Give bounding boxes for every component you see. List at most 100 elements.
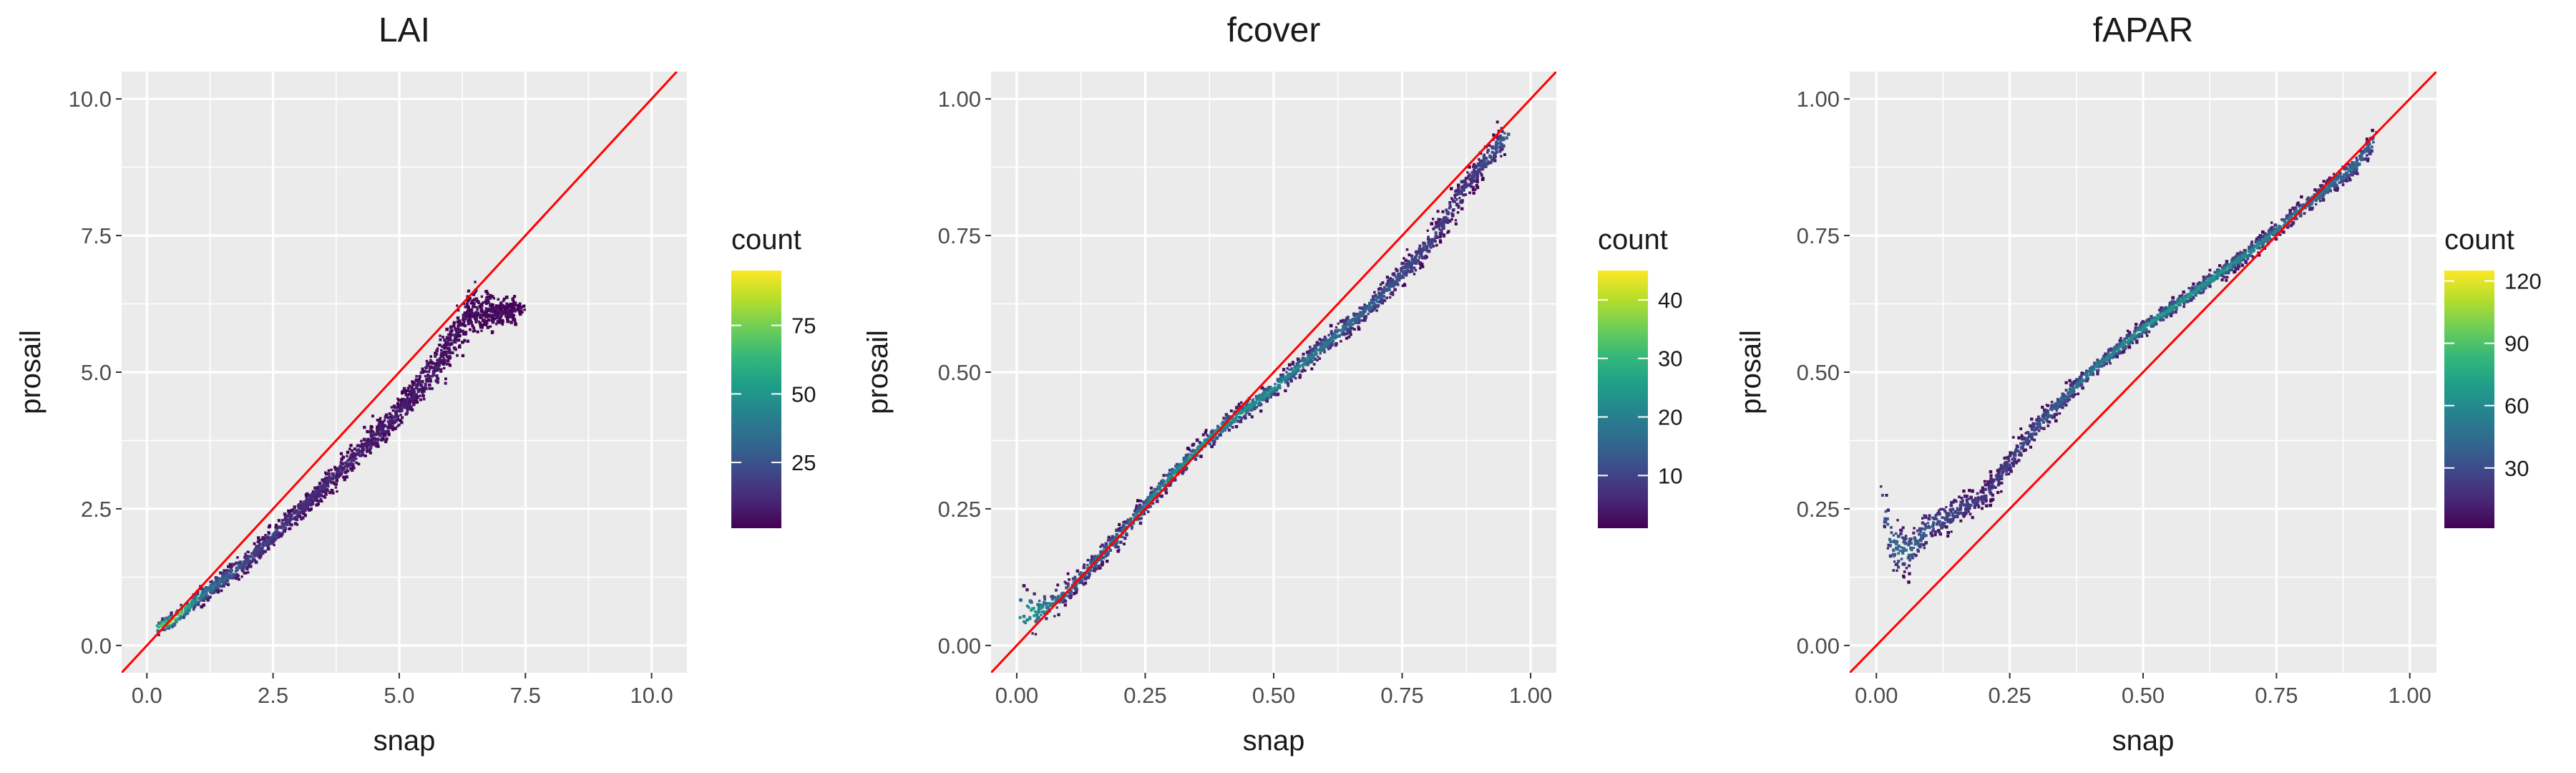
density-cell bbox=[494, 311, 497, 313]
density-cell bbox=[1047, 602, 1050, 605]
density-cell bbox=[286, 514, 289, 517]
density-cell bbox=[1908, 559, 1911, 562]
density-cell bbox=[2353, 170, 2356, 173]
density-cell bbox=[372, 430, 375, 433]
density-cell bbox=[1445, 211, 1449, 215]
density-cell bbox=[324, 492, 328, 496]
density-cell bbox=[1215, 436, 1219, 440]
density-cell bbox=[1488, 144, 1491, 147]
density-cell bbox=[2347, 170, 2351, 172]
density-cell bbox=[1498, 146, 1502, 149]
density-cell bbox=[497, 310, 499, 313]
density-cell bbox=[1116, 529, 1119, 533]
density-cell bbox=[1375, 298, 1378, 301]
density-cell bbox=[380, 430, 384, 434]
density-cell bbox=[2016, 460, 2019, 463]
density-cell bbox=[1330, 339, 1334, 343]
density-cell bbox=[1349, 330, 1352, 334]
density-cell bbox=[1883, 517, 1887, 521]
density-cell bbox=[1367, 306, 1371, 311]
density-cell bbox=[1407, 260, 1410, 263]
density-cell bbox=[247, 555, 251, 558]
density-cell bbox=[182, 613, 186, 617]
density-cell bbox=[467, 319, 471, 321]
density-cell bbox=[180, 616, 183, 619]
density-cell bbox=[402, 386, 406, 391]
density-cell bbox=[1392, 272, 1395, 276]
density-cell bbox=[1961, 499, 1964, 502]
density-cell bbox=[1405, 270, 1409, 273]
density-cell bbox=[2162, 319, 2165, 321]
density-cell bbox=[380, 424, 384, 427]
density-cell bbox=[1499, 140, 1502, 144]
density-cell bbox=[503, 306, 507, 310]
density-cell bbox=[2341, 183, 2345, 187]
density-cell bbox=[2011, 462, 2015, 465]
density-cell bbox=[1315, 341, 1319, 344]
density-cell bbox=[1916, 549, 1920, 553]
density-cell bbox=[518, 302, 522, 306]
density-cell bbox=[1335, 326, 1338, 329]
density-cell bbox=[1364, 316, 1367, 320]
density-cell bbox=[220, 589, 223, 593]
density-cell bbox=[456, 334, 459, 338]
density-cell bbox=[200, 587, 203, 590]
density-cell bbox=[408, 407, 411, 411]
density-cell bbox=[1053, 595, 1057, 599]
density-cell bbox=[399, 400, 404, 404]
density-cell bbox=[438, 344, 441, 346]
density-cell bbox=[457, 330, 460, 334]
density-cell bbox=[2288, 212, 2292, 215]
identity-line bbox=[991, 72, 1556, 673]
density-cell bbox=[408, 403, 411, 407]
density-cell bbox=[451, 351, 454, 354]
density-cell bbox=[1214, 436, 1217, 439]
density-cell bbox=[1327, 334, 1330, 336]
density-cell bbox=[1486, 160, 1490, 163]
density-cell bbox=[270, 539, 273, 543]
density-cell bbox=[485, 321, 489, 324]
density-cell bbox=[340, 457, 343, 461]
density-cell bbox=[213, 583, 216, 587]
density-cell bbox=[452, 346, 457, 350]
density-cell bbox=[1379, 283, 1382, 286]
density-cell bbox=[318, 500, 321, 502]
density-cell bbox=[1280, 376, 1284, 379]
density-cell bbox=[1410, 254, 1414, 258]
density-cell bbox=[326, 478, 330, 482]
density-cell bbox=[323, 477, 327, 482]
density-cell bbox=[227, 573, 230, 576]
density-cell bbox=[1333, 332, 1337, 336]
density-cell bbox=[303, 500, 306, 503]
density-cell bbox=[301, 516, 305, 520]
density-cell bbox=[1473, 172, 1477, 176]
density-cell bbox=[517, 308, 519, 312]
density-cell bbox=[234, 570, 238, 573]
density-cell bbox=[1376, 296, 1380, 299]
density-cell bbox=[2208, 274, 2212, 277]
density-cell bbox=[195, 603, 197, 606]
density-cell bbox=[1918, 527, 1922, 531]
density-cell bbox=[233, 573, 236, 577]
density-cell bbox=[2175, 307, 2178, 311]
density-cell bbox=[195, 593, 198, 597]
density-cell bbox=[2064, 381, 2068, 384]
x-tick-label: 1.00 bbox=[1509, 683, 1552, 708]
density-cell bbox=[1916, 539, 1919, 543]
density-cell bbox=[217, 588, 220, 591]
density-cell bbox=[1300, 369, 1304, 373]
density-cell bbox=[2122, 347, 2124, 350]
density-cell bbox=[411, 380, 414, 384]
density-cell bbox=[1950, 510, 1953, 513]
density-cell bbox=[1361, 306, 1365, 309]
density-cell bbox=[1349, 319, 1352, 323]
density-cell bbox=[2112, 356, 2115, 359]
density-cell bbox=[521, 311, 524, 314]
density-cell bbox=[523, 308, 526, 311]
density-cell bbox=[1938, 523, 1942, 527]
density-cell bbox=[1294, 376, 1297, 380]
density-cell bbox=[2022, 449, 2025, 452]
density-cell bbox=[245, 572, 248, 575]
density-cell bbox=[1910, 548, 1913, 552]
